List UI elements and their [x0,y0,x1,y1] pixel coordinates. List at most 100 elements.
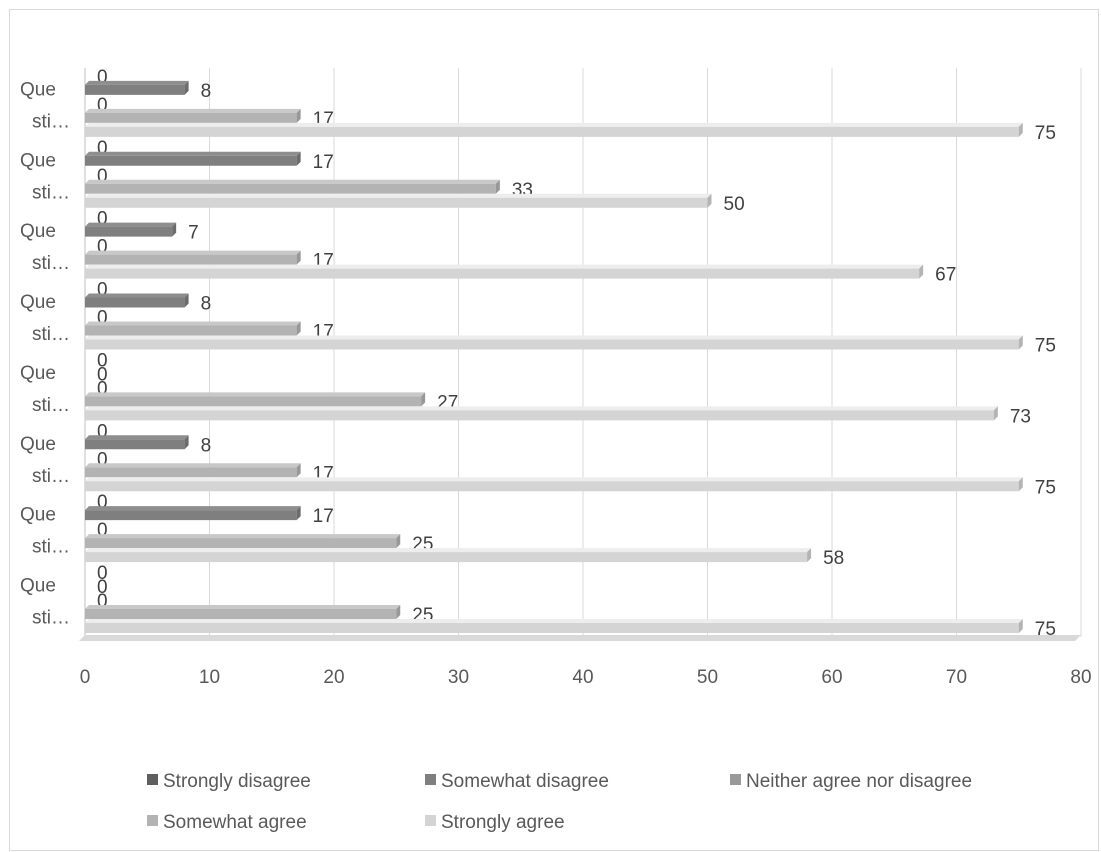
chart-floor [79,635,1081,641]
bar-top-face [85,151,301,156]
bar-side-face [296,321,301,336]
data-label: 8 [201,294,212,315]
bar [85,155,297,166]
data-label: 73 [1010,406,1031,427]
bar [85,481,1019,492]
data-label: 0 [97,138,108,159]
x-tick-label: 0 [80,667,91,688]
data-label: 0 [97,378,108,399]
data-label: 0 [97,563,108,584]
category-label: sti… [32,324,70,345]
bar [85,226,173,237]
bar [85,254,297,265]
bar-side-face [184,435,189,450]
bar-top-face [85,506,301,511]
x-tick-label: 70 [946,667,967,688]
bar-side-face [1018,619,1023,633]
legend-label: Neither agree nor disagree [746,771,972,792]
x-tick-label: 80 [1070,667,1091,688]
data-label: 0 [97,67,108,88]
data-label: 0 [97,421,108,442]
category-label: sti… [32,111,70,132]
bar-side-face [807,548,812,563]
data-label: 17 [313,506,334,527]
data-label: 0 [97,520,108,541]
category-label: Que [20,505,56,526]
bar [85,183,496,194]
data-label: 0 [97,350,108,371]
data-label: 0 [97,166,108,187]
bar-top-face [85,463,301,468]
bar [85,84,185,95]
bar-side-face [396,605,401,619]
data-label: 7 [188,223,199,244]
bar [85,297,185,308]
bar-side-face [421,392,426,407]
legend-swatch [147,774,158,785]
bar-top-face [85,222,177,227]
legend-label: Strongly disagree [163,771,311,792]
legend-swatch [730,774,741,785]
data-label: 75 [1035,619,1056,640]
category-label: sti… [32,608,70,629]
bar-top-face [85,293,189,298]
legend-swatch [425,815,436,826]
category-label: Que [20,79,56,100]
bar [85,623,1019,633]
bar-side-face [184,293,189,308]
category-label: Que [20,150,56,171]
bar-top-face [85,250,301,255]
bar [85,410,994,421]
category-label: sti… [32,253,70,274]
bar-top-face [85,619,1023,623]
bar-side-face [172,222,177,237]
bar-side-face [919,264,924,279]
bar-top-face [85,264,924,269]
bar-top-face [85,477,1023,482]
bar-top-face [85,179,500,184]
bar-side-face [707,193,712,208]
data-label: 75 [1035,336,1056,357]
bar-top-face [85,193,712,198]
bar-top-face [85,406,998,411]
category-label: Que [20,434,56,455]
x-tick-label: 20 [323,667,344,688]
bar [85,112,297,123]
data-label: 0 [97,95,108,116]
bar-top-face [85,335,1023,340]
bar [85,126,1019,137]
bar-side-face [1018,477,1023,492]
bar-side-face [296,463,301,478]
data-label: 75 [1035,123,1056,144]
bar-top-face [85,122,1023,127]
bar [85,467,297,478]
legend-label: Somewhat agree [163,812,307,833]
data-label: 0 [97,577,108,598]
bar-side-face [495,179,500,194]
bar [85,510,297,521]
x-tick-label: 10 [199,667,220,688]
bar-top-face [85,80,189,85]
data-label: 67 [935,265,956,286]
category-label: Que [20,221,56,242]
data-label: 0 [97,492,108,513]
bar-chart: 0 10 20 30 40 50 60 70 80Questi…0002575Questi…01… [20,67,1092,833]
bar [85,609,397,619]
category-label: sti… [32,182,70,203]
bar-side-face [296,250,301,265]
bar-side-face [993,406,998,421]
bar-side-face [296,108,301,123]
data-label: 17 [313,152,334,173]
bar [85,197,708,208]
category-label: sti… [32,466,70,487]
bar [85,339,1019,350]
legend-swatch [425,774,436,785]
data-label: 0 [97,280,108,301]
bar-side-face [296,151,301,166]
data-label: 8 [201,81,212,102]
bar-top-face [85,435,189,440]
bar-side-face [184,80,189,95]
data-label: 50 [724,194,745,215]
category-label: sti… [32,537,70,558]
data-label: 0 [97,237,108,258]
